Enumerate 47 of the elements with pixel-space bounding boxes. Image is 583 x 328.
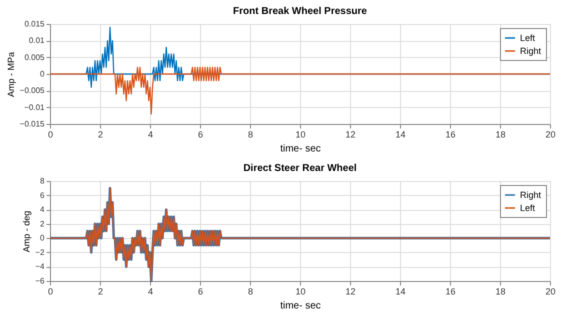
x-tick-label: 0 <box>48 130 54 140</box>
x-tick-label: 8 <box>248 286 254 296</box>
x-tick-label: 6 <box>198 286 204 296</box>
chart-title: Direct Steer Rear Wheel <box>243 163 357 174</box>
y-axis-title: Amp - MPa <box>6 52 16 98</box>
y-tick-label: −0.015 <box>20 120 46 128</box>
x-tick-label: 18 <box>495 286 506 296</box>
chart-title: Front Break Wheel Pressure <box>233 6 368 17</box>
y-tick-label: 0.015 <box>24 20 46 28</box>
x-tick-label: 20 <box>545 286 556 296</box>
x-axis-title: time- sec <box>280 144 321 154</box>
x-axis-title: time- sec <box>280 300 321 312</box>
x-tick-label: 16 <box>445 130 456 140</box>
x-tick-label: 12 <box>345 286 356 296</box>
x-tick-label: 4 <box>148 286 154 296</box>
x-tick-label: 12 <box>345 130 356 140</box>
x-tick-label: 18 <box>495 130 506 140</box>
x-tick-label: 0 <box>48 286 54 296</box>
x-tick-label: 10 <box>295 286 306 296</box>
y-tick-label: −0.01 <box>24 102 46 112</box>
x-tick-label: 6 <box>198 130 204 140</box>
x-tick-label: 16 <box>445 286 456 296</box>
legend-label: Right <box>520 46 542 56</box>
legend-label: Left <box>520 33 536 43</box>
x-tick-label: 14 <box>395 286 406 296</box>
y-axis-title: Amp - deg <box>21 210 32 252</box>
x-tick-label: 8 <box>248 130 254 140</box>
x-tick-label: 10 <box>295 130 306 140</box>
y-tick-label: 4 <box>40 205 46 214</box>
x-tick-label: 4 <box>148 130 154 140</box>
y-tick-label: −0.005 <box>20 86 46 96</box>
y-tick-label: −4 <box>35 262 46 272</box>
x-tick-label: 20 <box>545 130 556 140</box>
y-tick-label: −2 <box>35 248 46 257</box>
legend-label: Right <box>520 190 542 200</box>
y-tick-label: −6 <box>35 276 46 286</box>
y-tick-label: 8 <box>40 176 46 186</box>
y-tick-label: 0.01 <box>28 36 46 46</box>
y-tick-label: 2 <box>40 219 46 228</box>
legend-label: Left <box>520 203 536 213</box>
x-tick-label: 2 <box>98 130 104 140</box>
y-tick-label: 0 <box>40 234 46 243</box>
y-tick-label: 0.005 <box>24 52 46 62</box>
x-tick-label: 14 <box>395 130 406 140</box>
x-tick-label: 2 <box>98 286 104 296</box>
y-tick-label: 0 <box>40 70 46 78</box>
y-tick-label: 6 <box>40 190 46 200</box>
